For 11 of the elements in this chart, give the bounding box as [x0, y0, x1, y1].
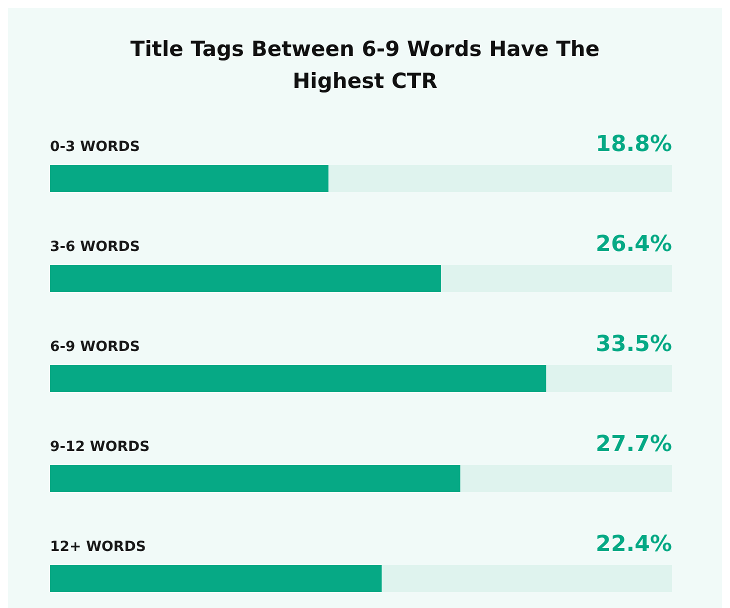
- y-tick-label: 0-3 WORDS: [50, 139, 140, 155]
- y-tick-label: 3-6 WORDS: [50, 239, 140, 255]
- y-tick-label: 6-9 WORDS: [50, 339, 140, 355]
- data-label: 33.5%: [596, 332, 672, 357]
- data-label: 27.7%: [596, 432, 672, 457]
- data-label: 18.8%: [596, 132, 672, 157]
- y-tick-label: 9-12 WORDS: [50, 439, 150, 455]
- data-label: 22.4%: [596, 532, 672, 557]
- data-label: 26.4%: [596, 232, 672, 257]
- chart-title: Title Tags Between 6-9 Words Have The Highest CTR: [129, 36, 601, 95]
- y-tick-label: 12+ WORDS: [50, 539, 146, 555]
